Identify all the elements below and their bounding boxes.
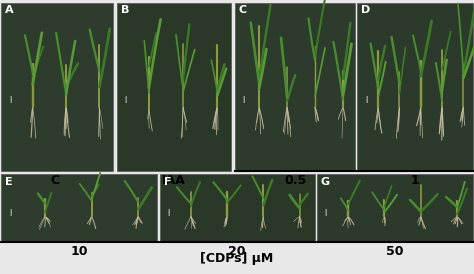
Text: 1: 1 — [410, 174, 419, 187]
Text: A: A — [5, 5, 14, 15]
Bar — [235, 3, 355, 171]
Text: I: I — [167, 209, 169, 218]
Text: [CDPs] μM: [CDPs] μM — [201, 252, 273, 266]
Bar — [1, 3, 113, 171]
Text: I: I — [325, 209, 327, 218]
Text: 10: 10 — [71, 245, 88, 258]
Text: I: I — [365, 96, 367, 105]
Text: 20: 20 — [228, 245, 246, 258]
Text: I: I — [125, 96, 127, 105]
Text: 50: 50 — [386, 245, 403, 258]
Text: I: I — [243, 96, 245, 105]
Text: IAA: IAA — [162, 174, 186, 187]
Bar — [160, 174, 315, 242]
Bar — [1, 174, 157, 242]
Text: I: I — [9, 96, 11, 105]
Text: 0.5: 0.5 — [284, 174, 306, 187]
Bar — [317, 174, 473, 242]
Text: G: G — [321, 177, 330, 187]
Text: C: C — [50, 174, 59, 187]
Text: E: E — [5, 177, 13, 187]
Text: B: B — [121, 5, 129, 15]
Text: I: I — [9, 209, 11, 218]
Text: C: C — [239, 5, 247, 15]
Text: D: D — [361, 5, 371, 15]
Text: F: F — [164, 177, 171, 187]
Bar — [117, 3, 231, 171]
Bar — [357, 3, 473, 171]
